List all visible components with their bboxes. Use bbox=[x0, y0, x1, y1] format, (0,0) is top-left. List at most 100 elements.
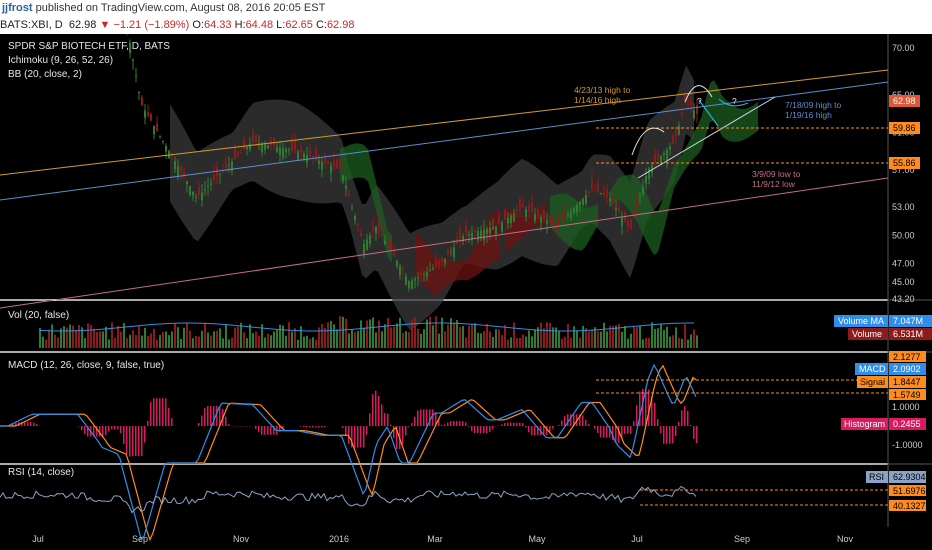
volume-bar bbox=[447, 324, 449, 348]
candle-body bbox=[348, 193, 350, 196]
rsi-legend[interactable]: RSI (14, close) bbox=[8, 467, 74, 478]
orange-trendline[interactable] bbox=[0, 69, 889, 176]
volume-bar bbox=[369, 319, 371, 348]
macd-histogram-bar bbox=[477, 426, 479, 434]
candle-body bbox=[276, 146, 278, 153]
macd-histogram-bar bbox=[405, 426, 407, 436]
macd-histogram-bar bbox=[138, 426, 140, 457]
macd-histogram-bar bbox=[663, 426, 665, 444]
candle-body bbox=[357, 224, 359, 227]
ohlc-header: BATS:XBI, D 62.98 ▼ −1.21 (−1.89%) O:64.… bbox=[0, 17, 932, 34]
signal-value-tag bbox=[889, 376, 926, 388]
volume-bar bbox=[411, 319, 413, 348]
symbol-label[interactable]: BATS:XBI, D bbox=[0, 19, 63, 31]
volume-bar bbox=[135, 334, 137, 348]
macd-histogram-bar bbox=[30, 422, 32, 426]
macd-histogram-bar bbox=[417, 410, 419, 426]
volume-bar bbox=[51, 324, 53, 348]
macd-histogram-bar bbox=[534, 426, 536, 436]
volume-bar bbox=[141, 335, 143, 348]
blue-trendline[interactable] bbox=[0, 81, 889, 201]
volume-legend[interactable]: Vol (20, false) bbox=[8, 310, 69, 321]
macd-histogram-bar bbox=[465, 422, 467, 426]
macd-histogram-bar bbox=[360, 426, 362, 448]
arc-head[interactable] bbox=[684, 85, 713, 103]
volume-bar bbox=[84, 338, 86, 348]
chart-canvas[interactable]: 4/23/13 high to 1/14/16 high 7/18/09 hig… bbox=[0, 34, 932, 550]
macd-histogram-bar bbox=[168, 407, 170, 426]
candle-body bbox=[321, 161, 323, 170]
macd-histogram-bar bbox=[15, 422, 17, 426]
candle-body bbox=[528, 205, 530, 211]
candle-body bbox=[189, 186, 191, 196]
candle-body bbox=[468, 233, 470, 236]
volume-bar bbox=[240, 322, 242, 348]
macd-histogram-bar bbox=[345, 426, 347, 436]
volume-bar bbox=[498, 329, 500, 348]
bb-legend[interactable]: BB (20, close, 2) bbox=[8, 69, 82, 80]
macd-histogram-bar bbox=[198, 423, 200, 426]
macd-histogram-bar bbox=[216, 406, 218, 426]
macd-histogram-bar bbox=[342, 426, 344, 428]
volume-ma-tag bbox=[834, 315, 888, 327]
volume-ma-label: Volume MA bbox=[838, 316, 884, 326]
arrow-curve[interactable] bbox=[718, 98, 749, 107]
volume-bar bbox=[96, 331, 98, 348]
candle-body bbox=[225, 162, 227, 168]
macd-histogram-bar bbox=[396, 426, 398, 450]
volume-bar bbox=[522, 334, 524, 348]
volume-bar bbox=[201, 330, 203, 348]
volume-bar bbox=[372, 317, 374, 348]
time-axis[interactable] bbox=[0, 527, 932, 550]
macd-level-value: 1.5749 bbox=[893, 390, 921, 400]
macd-histogram-bar bbox=[108, 426, 110, 432]
white-trendline[interactable] bbox=[637, 96, 776, 179]
rsi-pane[interactable] bbox=[0, 465, 888, 527]
volume-bar bbox=[150, 333, 152, 348]
volume-bar bbox=[357, 330, 359, 348]
volume-bar bbox=[456, 320, 458, 348]
arc-left[interactable] bbox=[631, 127, 665, 156]
candle-body bbox=[531, 202, 533, 213]
macd-histogram-bar bbox=[267, 426, 269, 435]
volume-bar bbox=[330, 321, 332, 348]
candle-body bbox=[396, 260, 398, 267]
volume-bar bbox=[378, 320, 380, 348]
volume-bar bbox=[537, 327, 539, 348]
candle-body bbox=[264, 144, 266, 150]
volume-bar bbox=[285, 335, 287, 348]
macd-histogram-bar bbox=[156, 398, 158, 426]
ichimoku-legend[interactable]: Ichimoku (9, 26, 52, 26) bbox=[8, 55, 113, 66]
price-tick-label: 45.00 bbox=[892, 277, 915, 287]
volume-bar bbox=[102, 331, 104, 348]
macd-legend[interactable]: MACD (12, 26, close, 9, false, true) bbox=[8, 360, 164, 371]
macd-pane[interactable] bbox=[0, 353, 888, 463]
candle-body bbox=[249, 144, 251, 150]
volume-bar bbox=[111, 322, 113, 348]
macd-histogram-bar bbox=[516, 422, 518, 426]
arrow-down-line[interactable] bbox=[698, 99, 719, 127]
candle-body bbox=[636, 200, 638, 208]
macd-histogram-bar bbox=[435, 412, 437, 426]
pink-trendline[interactable] bbox=[0, 177, 889, 309]
candle-body bbox=[540, 217, 542, 223]
macd-histogram-bar bbox=[258, 426, 260, 433]
author-link[interactable]: jjfrost bbox=[2, 2, 33, 14]
volume-bar bbox=[582, 325, 584, 348]
candle-body bbox=[420, 271, 422, 276]
volume-bar bbox=[528, 330, 530, 348]
volume-bar bbox=[72, 325, 74, 348]
macd-histogram-bar bbox=[354, 426, 356, 448]
macd-histogram-bar bbox=[453, 421, 455, 426]
volume-bar bbox=[276, 329, 278, 348]
macd-histogram-bar bbox=[273, 426, 275, 435]
volume-bar bbox=[129, 334, 131, 348]
price-axis[interactable] bbox=[888, 34, 932, 527]
volume-bar bbox=[336, 329, 338, 348]
candle-body bbox=[600, 193, 602, 195]
volume-bar bbox=[609, 325, 611, 348]
volume-bar bbox=[234, 327, 236, 348]
macd-histogram-bar bbox=[105, 426, 107, 435]
macd-histogram-bar bbox=[129, 426, 131, 457]
macd-histogram-bar bbox=[375, 390, 377, 426]
